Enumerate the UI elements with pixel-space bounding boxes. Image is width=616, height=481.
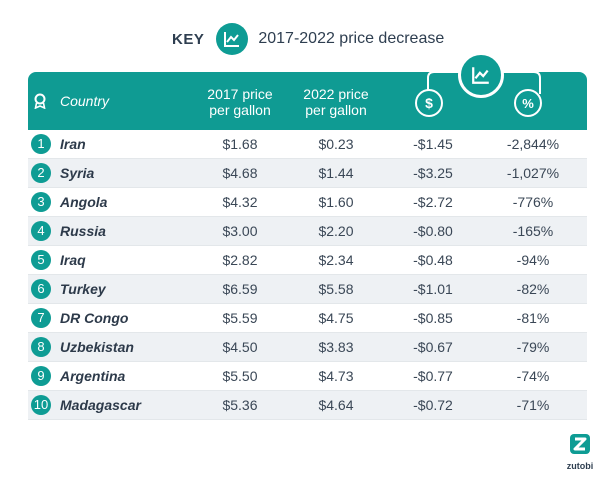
- cell-pct: -71%: [516, 397, 550, 413]
- country-name: Syria: [60, 165, 95, 181]
- cell-diff: -$0.77: [413, 368, 453, 384]
- badge-ribbon-icon: [33, 93, 47, 114]
- key-text: 2017-2022 price decrease: [258, 30, 445, 47]
- header-2022-line1: 2022 price: [303, 86, 369, 102]
- table-row: 2 Syria $4.68 $1.44 -$3.25 -1,027%: [28, 159, 587, 188]
- rank-badge: 9: [31, 366, 51, 386]
- rank-badge: 1: [31, 134, 51, 154]
- rank-badge: 2: [31, 163, 51, 183]
- rank-badge: 4: [31, 221, 51, 241]
- cell-p2017: $2.82: [222, 252, 258, 268]
- country-name: Angola: [60, 194, 108, 210]
- cell-pct: -1,027%: [506, 165, 560, 181]
- key-legend: KEY 2017-2022 price decrease: [172, 22, 444, 56]
- table-row: 3 Angola $4.32 $1.60 -$2.72 -776%: [28, 188, 587, 217]
- percent-icon: %: [514, 89, 542, 117]
- cell-p2022: $1.44: [318, 165, 354, 181]
- cell-p2017: $3.00: [222, 223, 258, 239]
- cell-diff: -$3.25: [413, 165, 453, 181]
- country-name: Iran: [60, 136, 86, 152]
- zutobi-logo: zutobi: [560, 432, 600, 471]
- cell-pct: -165%: [512, 223, 554, 239]
- cell-p2017: $1.68: [222, 136, 258, 152]
- header-2017-line1: 2017 price: [207, 86, 273, 102]
- cell-pct: -74%: [516, 368, 550, 384]
- cell-p2017: $4.50: [222, 339, 258, 355]
- cell-p2022: $0.23: [318, 136, 354, 152]
- cell-p2022: $2.34: [318, 252, 354, 268]
- cell-diff: -$0.72: [413, 397, 453, 413]
- cell-p2017: $5.50: [222, 368, 258, 384]
- dollar-icon: $: [415, 89, 443, 117]
- line-chart-icon: [216, 23, 249, 55]
- cell-pct: -94%: [516, 252, 550, 268]
- cell-p2022: $4.64: [318, 397, 354, 413]
- cell-pct: -82%: [516, 281, 550, 297]
- table-row: 4 Russia $3.00 $2.20 -$0.80 -165%: [28, 217, 587, 246]
- cell-p2017: $4.32: [222, 194, 258, 210]
- country-name: Argentina: [60, 368, 126, 384]
- cell-diff: -$0.48: [413, 252, 453, 268]
- line-chart-icon: [458, 52, 504, 98]
- cell-pct: -776%: [512, 194, 554, 210]
- cell-p2022: $3.83: [318, 339, 354, 355]
- table-row: 7 DR Congo $5.59 $4.75 -$0.85 -81%: [28, 304, 587, 333]
- header-2017: 2017 price per gallon: [190, 86, 290, 118]
- country-name: DR Congo: [60, 310, 129, 326]
- cell-diff: -$1.01: [413, 281, 453, 297]
- cell-p2017: $5.36: [222, 397, 258, 413]
- cell-p2022: $4.73: [318, 368, 354, 384]
- header-2022-line2: per gallon: [305, 102, 367, 118]
- price-table: 1 Iran $1.68 $0.23 -$1.45 -2,844% 2 Syria $4.68 $…: [28, 130, 587, 420]
- cell-p2017: $4.68: [222, 165, 258, 181]
- cell-p2022: $5.58: [318, 281, 354, 297]
- cell-p2022: $1.60: [318, 194, 354, 210]
- cell-diff: -$0.67: [413, 339, 453, 355]
- header-2017-line2: per gallon: [209, 102, 271, 118]
- cell-diff: -$1.45: [413, 136, 453, 152]
- rank-badge: 3: [31, 192, 51, 212]
- cell-p2017: $5.59: [222, 310, 258, 326]
- country-name: Turkey: [60, 281, 106, 297]
- table-row: 9 Argentina $5.50 $4.73 -$0.77 -74%: [28, 362, 587, 391]
- rank-badge: 8: [31, 337, 51, 357]
- cell-diff: -$0.85: [413, 310, 453, 326]
- key-label: KEY: [172, 30, 205, 48]
- cell-diff: -$2.72: [413, 194, 453, 210]
- svg-text:$: $: [425, 95, 433, 111]
- country-name: Uzbekistan: [60, 339, 134, 355]
- cell-p2022: $4.75: [318, 310, 354, 326]
- table-row: 1 Iran $1.68 $0.23 -$1.45 -2,844%: [28, 130, 587, 159]
- table-row: 5 Iraq $2.82 $2.34 -$0.48 -94%: [28, 246, 587, 275]
- country-name: Madagascar: [60, 397, 141, 413]
- cell-pct: -81%: [516, 310, 550, 326]
- svg-text:%: %: [522, 96, 534, 111]
- rank-badge: 10: [31, 395, 51, 415]
- cell-pct: -79%: [516, 339, 550, 355]
- header-country: Country: [60, 93, 110, 109]
- table-row: 8 Uzbekistan $4.50 $3.83 -$0.67 -79%: [28, 333, 587, 362]
- rank-badge: 7: [31, 308, 51, 328]
- country-name: Russia: [60, 223, 106, 239]
- rank-badge: 5: [31, 250, 51, 270]
- cell-p2022: $2.20: [318, 223, 354, 239]
- cell-p2017: $6.59: [222, 281, 258, 297]
- cell-diff: -$0.80: [413, 223, 453, 239]
- logo-word: zutobi: [566, 461, 594, 471]
- table-row: 6 Turkey $6.59 $5.58 -$1.01 -82%: [28, 275, 587, 304]
- zutobi-z-icon: [570, 434, 590, 454]
- header-2022: 2022 price per gallon: [286, 86, 386, 118]
- country-name: Iraq: [60, 252, 86, 268]
- cell-pct: -2,844%: [506, 136, 560, 152]
- table-row: 10 Madagascar $5.36 $4.64 -$0.72 -71%: [28, 391, 587, 420]
- rank-badge: 6: [31, 279, 51, 299]
